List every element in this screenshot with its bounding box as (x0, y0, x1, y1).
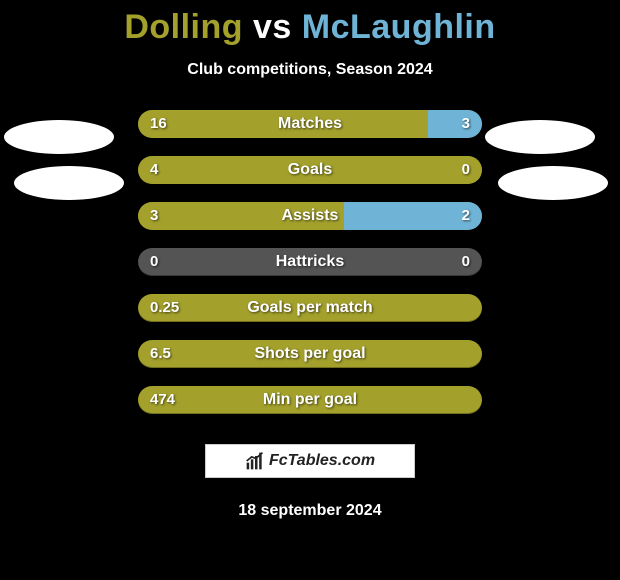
stat-row: Shots per goal6.5 (0, 340, 620, 368)
stat-row: Hattricks00 (0, 248, 620, 276)
brand-text: FcTables.com (269, 452, 375, 470)
title-vs: vs (243, 8, 302, 46)
brand-badge[interactable]: FcTables.com (205, 444, 415, 478)
stat-bar-left (138, 110, 428, 138)
stat-bar-track (138, 340, 482, 368)
page-title: Dolling vs McLaughlin (0, 0, 620, 47)
stat-bar-track (138, 202, 482, 230)
stat-row: Goals per match0.25 (0, 294, 620, 322)
chart-icon (245, 451, 265, 471)
stat-bar-right (344, 202, 482, 230)
title-left: Dolling (124, 8, 243, 46)
stat-bar-track (138, 386, 482, 414)
stat-bar-left (138, 202, 344, 230)
subtitle: Club competitions, Season 2024 (0, 61, 620, 79)
comparison-chart: Matches163 Goals40 Assists32 Hattricks00 Goa… (0, 110, 620, 432)
stat-bar-track (138, 156, 482, 184)
stat-bar-left (138, 156, 482, 184)
title-right: McLaughlin (302, 8, 496, 46)
stat-bar-track (138, 248, 482, 276)
stat-bar-track (138, 294, 482, 322)
stat-bar-track (138, 110, 482, 138)
stat-row: Matches163 (0, 110, 620, 138)
chart-date: 18 september 2024 (0, 502, 620, 520)
stat-row: Goals40 (0, 156, 620, 184)
stat-row: Min per goal474 (0, 386, 620, 414)
stat-row: Assists32 (0, 202, 620, 230)
stat-bar-right (428, 110, 482, 138)
